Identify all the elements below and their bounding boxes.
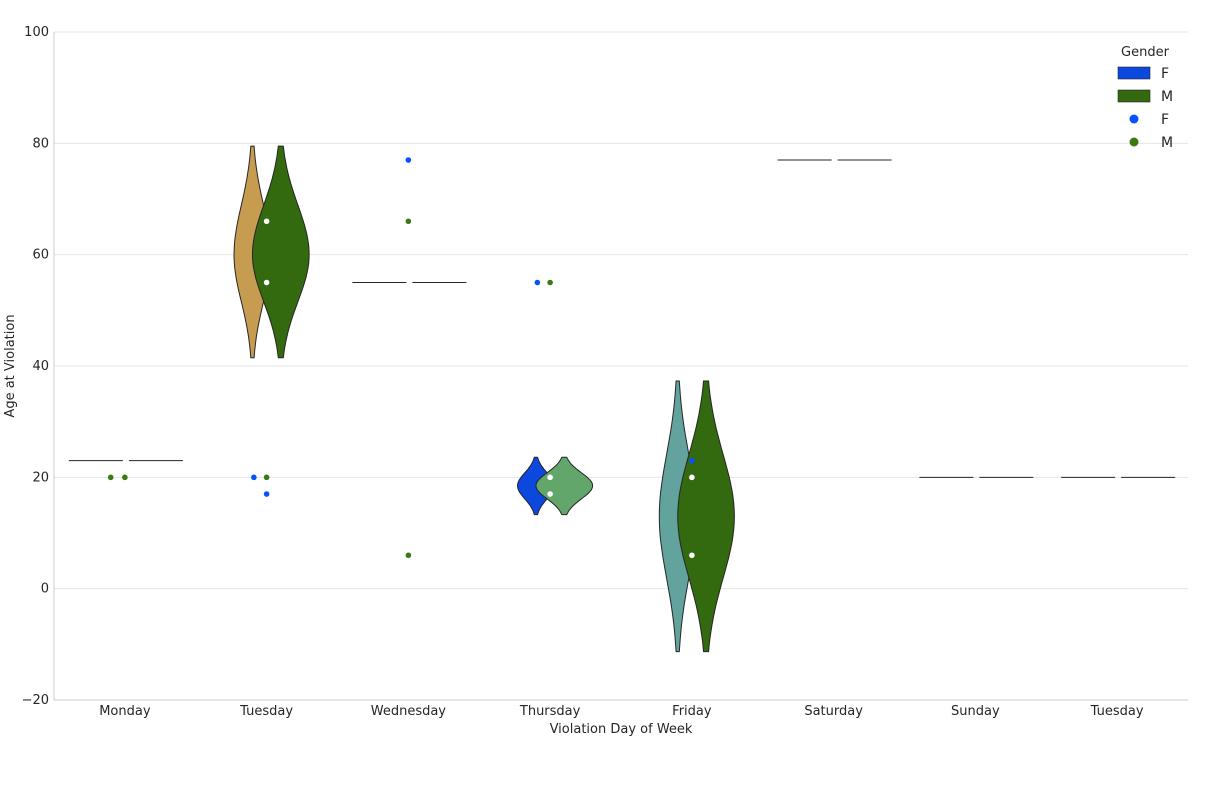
strip-point [405,157,412,163]
x-tick-label: Thursday [519,704,581,719]
y-tick-label: 20 [32,470,49,485]
y-axis-label: Age at Violation [3,314,18,417]
strip-point [547,474,553,481]
x-tick-label: Tuesday [1090,704,1144,719]
x-tick-label: Friday [672,704,712,719]
strip-point [263,218,270,225]
legend-swatch [1117,89,1151,103]
legend-swatch [1117,66,1151,80]
y-tick-label: 80 [32,136,49,151]
x-tick-label: Saturday [804,704,863,719]
strip-point [547,491,553,497]
grid-lines [54,31,1188,590]
legend-label: M [1161,89,1173,105]
y-tick-label: −20 [22,693,49,708]
x-tick-label: Wednesday [371,704,447,719]
x-tick-labels: Monday Tuesday Wednesday Thursday Friday Satu… [99,704,1144,719]
y-tick-labels: −20 0 20 40 60 80 100 [22,25,49,708]
y-tick-label: 40 [32,359,49,374]
legend-title: Gender [1121,45,1170,60]
legend-label: M [1161,135,1173,151]
strip-point [534,279,541,286]
violin-shape [252,145,310,359]
strip-point [689,552,695,559]
strip-point [405,552,412,559]
violin-shape [535,456,594,516]
strip-point [689,474,695,481]
legend-marker [1129,137,1139,147]
x-tick-label: Monday [99,704,151,719]
legend-marker [1129,114,1139,124]
violin-series [68,145,1176,653]
strip-point [263,279,270,286]
strip-point [122,474,128,481]
strip-points [107,157,695,559]
y-tick-label: 100 [24,25,49,40]
x-tick-label: Sunday [951,704,1000,719]
strip-point [263,491,270,497]
strip-point [107,474,114,481]
violin-shape [677,380,735,653]
legend-label: F [1161,112,1169,128]
y-tick-label: 0 [41,582,49,597]
x-tick-label: Tuesday [239,704,293,719]
strip-point [251,474,257,481]
legend-label: F [1161,66,1169,82]
strip-point [405,218,412,225]
strip-point [547,279,553,286]
strip-point [689,457,695,464]
x-axis-label: Violation Day of Week [550,722,693,737]
axes [53,32,1188,701]
y-tick-label: 60 [32,248,49,263]
strip-point [263,474,270,481]
